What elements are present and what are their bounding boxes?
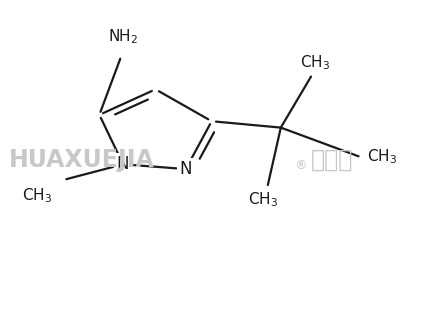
Text: CH$_3$: CH$_3$ [22, 187, 52, 205]
Text: N: N [117, 155, 129, 173]
Text: CH$_3$: CH$_3$ [248, 190, 279, 209]
Text: NH$_2$: NH$_2$ [108, 27, 138, 46]
Text: 化学加: 化学加 [311, 147, 353, 172]
Text: CH$_3$: CH$_3$ [367, 147, 397, 166]
Text: CH$_3$: CH$_3$ [300, 53, 330, 72]
Text: ®: ® [294, 160, 306, 173]
Text: HUAXUEJIA: HUAXUEJIA [9, 147, 154, 172]
Text: N: N [180, 160, 192, 178]
